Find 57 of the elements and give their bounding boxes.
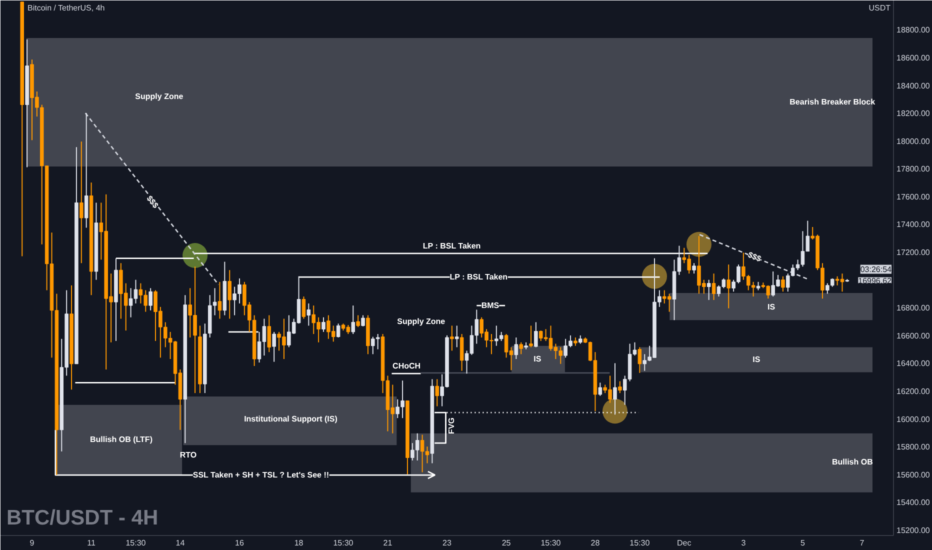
y-tick-label: 15800.00 xyxy=(896,442,930,452)
annotation: BMS xyxy=(481,301,500,310)
x-tick-label: 28 xyxy=(590,538,600,548)
annotation: IS xyxy=(534,354,542,364)
y-tick-label: 17800.00 xyxy=(896,164,930,174)
annotation: $$$ xyxy=(746,250,763,264)
y-tick-label: 18200.00 xyxy=(896,109,930,118)
annotation: SSL Taken + SH + TSL ? Let's See !! xyxy=(192,470,330,480)
annotation: LP : BSL Taken xyxy=(422,241,481,250)
y-tick-label: 16400.00 xyxy=(896,359,930,368)
x-tick-label: 9 xyxy=(30,538,35,548)
x-tick-label: Dec xyxy=(677,538,692,548)
annotation: 03:26:54 xyxy=(860,264,892,274)
annotation: Bullish OB xyxy=(832,457,874,466)
x-tick-label: 7 xyxy=(860,538,865,548)
chart-subtitle: Bitcoin / TetherUS, 4h xyxy=(28,4,105,12)
y-tick-label: 16800.00 xyxy=(896,304,930,313)
y-tick-label: 16600.00 xyxy=(896,331,930,340)
x-tick-label: 11 xyxy=(87,538,96,548)
annotation: LP : BSL Taken xyxy=(450,272,508,282)
x-tick-label: 15:30 xyxy=(333,538,354,548)
x-tick-label: 15:30 xyxy=(540,538,562,548)
annotation: Bullish OB (LTF) xyxy=(90,435,153,444)
x-tick-label: 18 xyxy=(294,538,304,548)
annotation: Institutional Support (IS) xyxy=(244,414,338,424)
x-tick-label: 16 xyxy=(235,538,244,548)
y-axis-title: USDT xyxy=(868,4,891,12)
x-tick-label: 21 xyxy=(383,538,393,548)
annotation: IS xyxy=(767,302,776,312)
y-tick-label: 17200.00 xyxy=(896,248,930,258)
annotation: CHoCH xyxy=(392,362,421,371)
x-tick-label: 5 xyxy=(800,538,806,548)
annotation: 16996.62 xyxy=(858,276,892,286)
annotation: RTO xyxy=(180,450,197,460)
annotation: Supply Zone xyxy=(397,317,446,326)
annotation: FVG xyxy=(447,417,456,434)
y-tick-label: 17400.00 xyxy=(896,220,930,230)
y-tick-label: 15600.00 xyxy=(896,470,930,480)
x-tick-label: 25 xyxy=(502,538,512,548)
x-tick-label: 3 xyxy=(741,538,746,548)
annotation: Supply Zone xyxy=(135,92,184,101)
y-tick-label: 15400.00 xyxy=(896,498,930,508)
y-tick-label: 18400.00 xyxy=(896,81,930,90)
y-tick-label: 18800.00 xyxy=(896,26,930,35)
annotation: IS xyxy=(752,355,761,364)
annotation: Bearish Breaker Block xyxy=(790,97,876,106)
y-tick-label: 17600.00 xyxy=(896,192,930,202)
x-tick-label: 15:30 xyxy=(126,538,146,548)
y-tick-label: 15200.00 xyxy=(896,526,930,535)
y-tick-label: 16200.00 xyxy=(896,386,930,396)
x-tick-label: 14 xyxy=(176,538,186,548)
text: BTC/USDT - 4H xyxy=(6,506,158,530)
y-tick-label: 18600.00 xyxy=(896,53,930,62)
y-tick-label: 16000.00 xyxy=(896,414,930,424)
x-tick-label: 23 xyxy=(442,538,452,548)
y-tick-label: 18000.00 xyxy=(896,136,930,146)
x-tick-label: 15:30 xyxy=(630,538,650,548)
